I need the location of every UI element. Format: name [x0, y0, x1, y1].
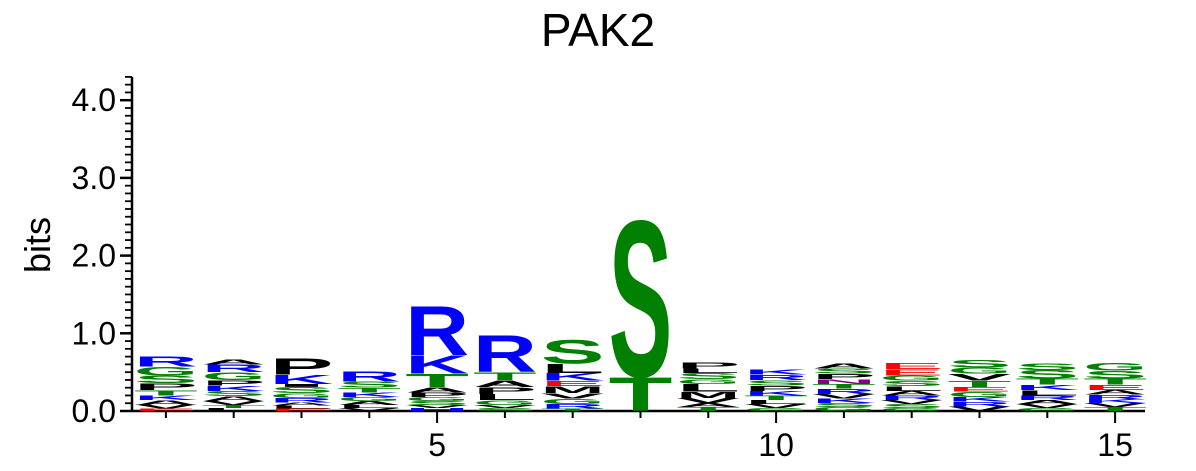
letter-stack-pos-6: SVGLPATR	[473, 325, 537, 412]
logo-letter: E	[880, 362, 944, 371]
logo-letter: K	[744, 368, 808, 376]
y-tick-label: 4.0	[72, 82, 116, 118]
letter-stack-pos-9: TAVMLGSLP	[676, 361, 740, 412]
logo-letter: P	[676, 361, 740, 370]
logo-letter: R	[134, 354, 198, 370]
y-axis-label: bits	[17, 217, 58, 273]
y-tick-label: 1.0	[72, 315, 116, 351]
logo-letter: A	[202, 358, 266, 366]
y-tick-label: 0.0	[72, 393, 116, 429]
logo-letter: S	[541, 333, 605, 371]
x-tick-label: 5	[428, 427, 446, 463]
x-tick-label: 10	[758, 427, 794, 463]
logo-letter: S	[609, 175, 673, 425]
letter-stack-pos-8: TS	[609, 175, 673, 425]
y-tick-label: 3.0	[72, 160, 116, 196]
letter-stack-pos-15: TVKRAETSG	[1083, 361, 1147, 412]
logo-letter: G	[1083, 361, 1147, 373]
logo-letter: P	[270, 353, 334, 379]
y-tick-label: 2.0	[72, 238, 116, 274]
letter-stacks: EVAKTPSGRLTVASKPGRAELARGSIKPVLAGKTSRHVSG…	[134, 175, 1147, 425]
logo-letter: R	[337, 368, 401, 384]
letter-stack-pos-10: GVLTKPSRK	[744, 368, 808, 412]
letter-stack-pos-1: EVAKTPSGR	[134, 354, 198, 412]
logo-letter: A	[812, 362, 876, 370]
logo-letter: S	[1015, 361, 1079, 372]
logo-letter: R	[405, 292, 469, 370]
logo-letter: S	[948, 358, 1012, 370]
logo-letter: R	[473, 325, 537, 384]
x-tick-label: 15	[1097, 427, 1133, 463]
chart-title: PAK2	[541, 4, 655, 56]
